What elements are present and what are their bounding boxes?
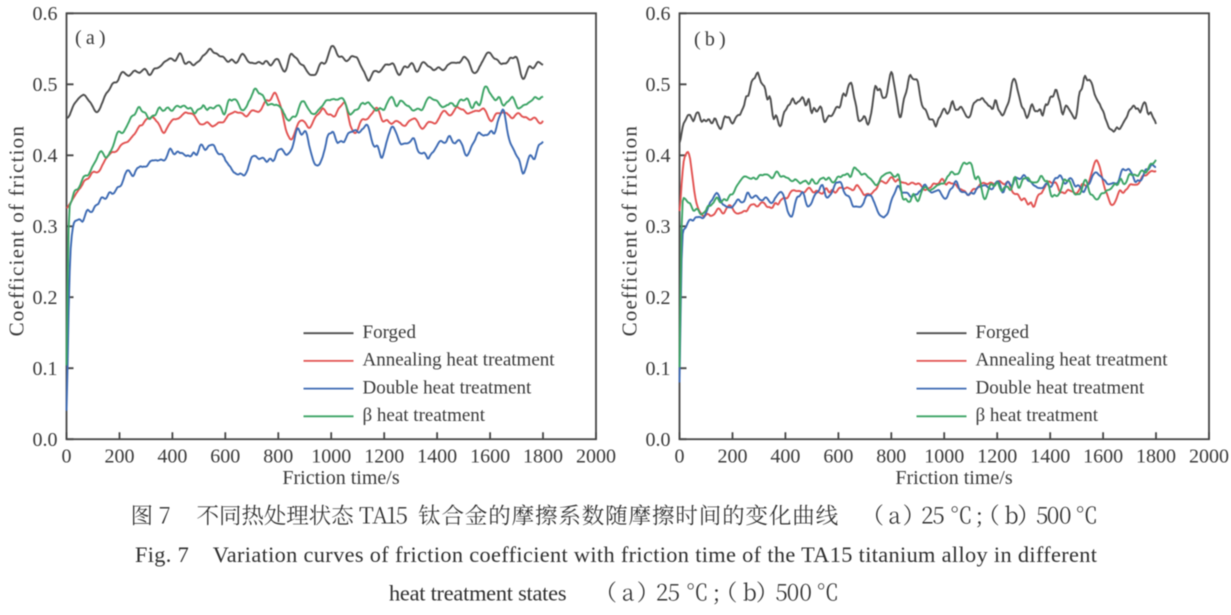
- svg-text:Double heat treatment: Double heat treatment: [363, 377, 533, 398]
- svg-text:0.1: 0.1: [646, 358, 671, 380]
- svg-text:Friction time/s: Friction time/s: [282, 467, 399, 489]
- svg-text:1000: 1000: [311, 446, 351, 468]
- svg-text:Forged: Forged: [976, 322, 1030, 343]
- svg-text:(b): (b): [694, 29, 730, 51]
- svg-text:0.0: 0.0: [646, 429, 671, 451]
- svg-text:1800: 1800: [1136, 446, 1176, 468]
- svg-text:1000: 1000: [924, 446, 964, 468]
- svg-text:Annealing heat treatment: Annealing heat treatment: [976, 350, 1169, 371]
- svg-text:0.4: 0.4: [33, 145, 58, 167]
- svg-text:600: 600: [210, 446, 240, 468]
- svg-text:Forged: Forged: [363, 322, 417, 343]
- svg-text:0: 0: [62, 446, 72, 468]
- svg-text:600: 600: [823, 446, 853, 468]
- svg-text:200: 200: [718, 446, 748, 468]
- svg-text:0.5: 0.5: [646, 74, 671, 96]
- svg-text:0.1: 0.1: [33, 358, 58, 380]
- svg-text:1600: 1600: [1083, 446, 1123, 468]
- svg-text:Friction time/s: Friction time/s: [895, 467, 1012, 489]
- svg-text:Fig. 7 Variation curves of: Fig. 7 Variation curves of friction coef…: [135, 542, 1098, 567]
- svg-text:2000: 2000: [576, 446, 616, 468]
- svg-text:200: 200: [105, 446, 135, 468]
- svg-text:heat treatment states: heat treatment states: [389, 581, 567, 606]
- svg-text:800: 800: [876, 446, 906, 468]
- svg-text:1800: 1800: [523, 446, 563, 468]
- svg-text:β heat treatment: β heat treatment: [976, 405, 1099, 426]
- svg-text:400: 400: [770, 446, 800, 468]
- svg-text:Double heat treatment: Double heat treatment: [976, 377, 1146, 398]
- svg-text:800: 800: [263, 446, 293, 468]
- svg-text:0.4: 0.4: [646, 145, 671, 167]
- svg-text:1200: 1200: [977, 446, 1017, 468]
- svg-text:β heat treatment: β heat treatment: [363, 405, 486, 426]
- svg-text:0.6: 0.6: [33, 3, 58, 25]
- svg-text:1600: 1600: [470, 446, 510, 468]
- svg-text:1400: 1400: [417, 446, 457, 468]
- svg-text:0.2: 0.2: [33, 287, 58, 309]
- svg-text:0.2: 0.2: [646, 287, 671, 309]
- svg-text:0.5: 0.5: [33, 74, 58, 96]
- svg-text:Annealing heat treatment: Annealing heat treatment: [363, 350, 556, 371]
- svg-text:0.3: 0.3: [33, 216, 58, 238]
- svg-text:0.0: 0.0: [33, 429, 58, 451]
- svg-text:400: 400: [157, 446, 187, 468]
- svg-text:0.6: 0.6: [646, 3, 671, 25]
- svg-text:2000: 2000: [1189, 446, 1229, 468]
- svg-text:1200: 1200: [364, 446, 404, 468]
- svg-text:Coefficient of friction: Coefficient of friction: [618, 125, 642, 336]
- svg-text:Coefficient of friction: Coefficient of friction: [5, 125, 29, 336]
- svg-text:1400: 1400: [1030, 446, 1070, 468]
- svg-text:0: 0: [675, 446, 685, 468]
- svg-text:(a): (a): [75, 27, 110, 49]
- svg-text:0.3: 0.3: [646, 216, 671, 238]
